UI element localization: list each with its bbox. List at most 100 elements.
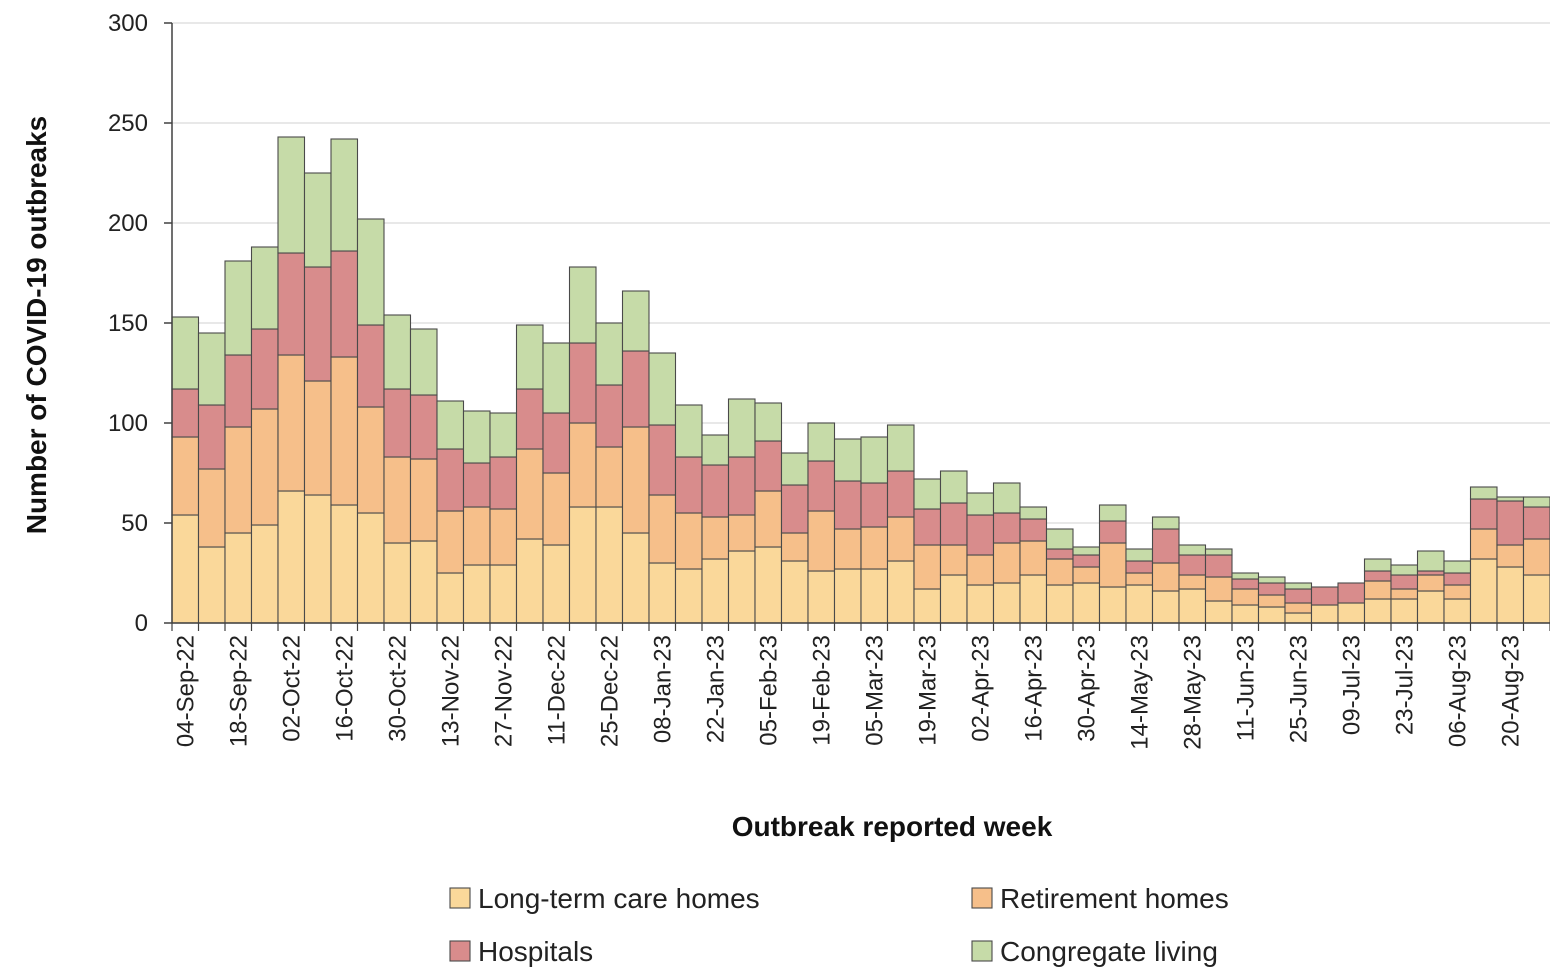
bar-segment (727, 398, 756, 458)
bar-segment (966, 492, 995, 516)
bar-segment (568, 422, 597, 508)
legend-label: Congregate living (1000, 936, 1218, 967)
bar-segment (754, 440, 783, 492)
bar-segment (1231, 588, 1260, 606)
bar-segment (1257, 606, 1286, 624)
bar-segment (966, 514, 995, 556)
bar-segment (913, 588, 942, 624)
bar-segment (780, 484, 809, 534)
y-tick-label: 300 (108, 10, 148, 37)
bar-segment (992, 512, 1021, 544)
x-tick-label: 04-Sep-22 (172, 635, 199, 747)
bar-segment (833, 438, 862, 482)
bar-segment (515, 324, 544, 390)
axes (164, 22, 1550, 631)
bar-segment (224, 532, 253, 624)
bar-segment (1125, 584, 1154, 624)
bar-segment (1363, 598, 1392, 624)
bar-segment (409, 394, 438, 460)
bar-segment (1125, 560, 1154, 574)
bar-segment (833, 480, 862, 530)
x-tick-labels: 04-Sep-22 18-Sep-22 02-Oct-22 16-Oct-22 30-O… (172, 635, 1524, 750)
bar-segment (833, 528, 862, 570)
bar-segment (1178, 588, 1207, 624)
bar-segment (1125, 572, 1154, 586)
bar-segment (1469, 498, 1498, 530)
bar-segment (886, 516, 915, 562)
bar-segment (1072, 554, 1101, 568)
bar-segment (1469, 528, 1498, 560)
bar-segment (542, 342, 571, 414)
bar-segment (1469, 558, 1498, 624)
bar-segment (1019, 518, 1048, 542)
x-tick-label: 08-Jan-23 (649, 635, 676, 743)
bar-segment (1337, 602, 1366, 624)
y-tick-label: 0 (135, 610, 148, 637)
y-tick-label: 200 (108, 210, 148, 237)
bar-segment (568, 342, 597, 424)
bar-segment (1045, 548, 1074, 560)
bar-segment (1125, 548, 1154, 562)
x-tick-label: 23-Jul-23 (1391, 635, 1418, 735)
bar-segment (939, 544, 968, 576)
bar-segment (1257, 576, 1286, 584)
bar-segment (913, 508, 942, 546)
bar-segment (436, 400, 465, 450)
legend: Long-term care homes Retirement homes Hosp… (449, 883, 1229, 967)
x-tick-label: 19-Feb-23 (808, 635, 835, 746)
bar-segment (1098, 542, 1127, 588)
y-tick-labels: 0 50 100 150 200 250 300 (108, 10, 148, 637)
bar-segment (568, 266, 597, 344)
bar-segment (383, 388, 412, 458)
bar-segment (1522, 506, 1550, 540)
bar-segment (1522, 538, 1550, 576)
bar-segment (1204, 576, 1233, 602)
bar-segment (966, 584, 995, 624)
x-tick-label: 16-Oct-22 (331, 635, 358, 742)
bar-segment (1522, 496, 1550, 508)
bar-segment (1443, 598, 1472, 624)
bar-segment (621, 426, 650, 534)
x-axis-title: Outbreak reported week (732, 811, 1053, 842)
x-tick-label: 20-Aug-23 (1497, 635, 1524, 747)
bar-segment (224, 426, 253, 534)
x-tick-label: 18-Sep-22 (225, 635, 252, 747)
bar-segment (807, 460, 836, 512)
bar-segment (1204, 554, 1233, 578)
bar-segment (807, 422, 836, 462)
bar-segment (1151, 590, 1180, 624)
bar-segment (542, 472, 571, 546)
bar-segment (1284, 612, 1313, 624)
bar-segment (913, 478, 942, 510)
bar-segment (489, 508, 518, 566)
bar-segment (515, 448, 544, 540)
bar-segment (409, 458, 438, 542)
bar-segment (330, 250, 359, 358)
bar-segment (992, 582, 1021, 624)
bar-segment (197, 404, 226, 470)
bar-segment (277, 136, 306, 254)
bar-segment (648, 424, 677, 496)
bar-segment (1390, 588, 1419, 600)
bar-segment (1151, 516, 1180, 530)
bar-segment (436, 510, 465, 574)
bar-segment (648, 352, 677, 426)
bar-segment (754, 546, 783, 624)
bar-segment (595, 446, 624, 508)
bar-segment (542, 544, 571, 624)
bar-segment (1363, 570, 1392, 582)
y-tick-label: 250 (108, 110, 148, 137)
bar-segment (303, 494, 332, 624)
bar-segment (1284, 602, 1313, 614)
bar-segment (1072, 566, 1101, 584)
bar-segment (1072, 546, 1101, 556)
bar-segment (1098, 586, 1127, 624)
x-tick-label: 11-Dec-22 (543, 635, 570, 745)
bar-segment (197, 546, 226, 624)
bar-segment (250, 524, 279, 624)
bar-segment (1045, 584, 1074, 624)
x-tick-label: 11-Jun-23 (1232, 635, 1259, 741)
y-tick-label: 100 (108, 410, 148, 437)
bar-segment (939, 574, 968, 624)
bar-segment (595, 506, 624, 624)
